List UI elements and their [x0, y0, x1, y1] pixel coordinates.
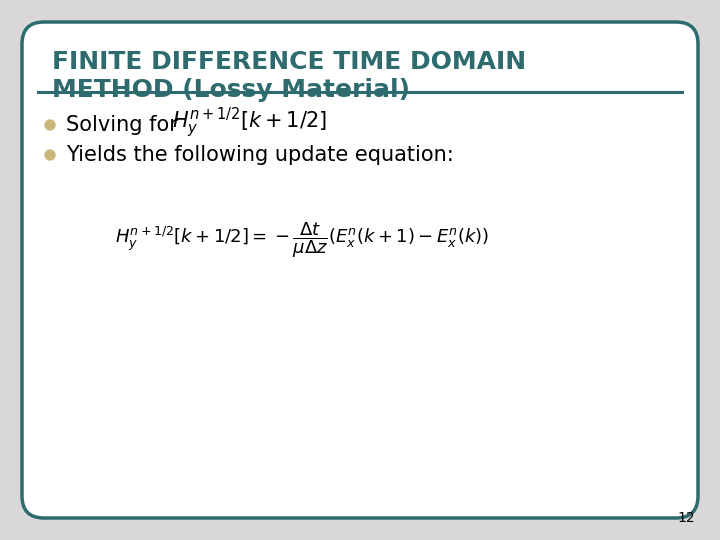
Text: FINITE DIFFERENCE TIME DOMAIN: FINITE DIFFERENCE TIME DOMAIN: [52, 50, 526, 74]
Circle shape: [45, 150, 55, 160]
Text: $H_y^{n+1/2}[k+1/2] = -\dfrac{\Delta t}{\mu \Delta z}(E_x^n(k+1) - E_x^n(k))$: $H_y^{n+1/2}[k+1/2] = -\dfrac{\Delta t}{…: [115, 220, 490, 260]
FancyBboxPatch shape: [22, 22, 698, 518]
Text: Solving for: Solving for: [66, 115, 178, 135]
Text: $H_y^{n+1/2}[k+1/2]$: $H_y^{n+1/2}[k+1/2]$: [172, 106, 327, 140]
Text: Yields the following update equation:: Yields the following update equation:: [66, 145, 454, 165]
Text: 12: 12: [678, 511, 695, 525]
Circle shape: [45, 120, 55, 130]
Text: METHOD (Lossy Material): METHOD (Lossy Material): [52, 78, 410, 102]
